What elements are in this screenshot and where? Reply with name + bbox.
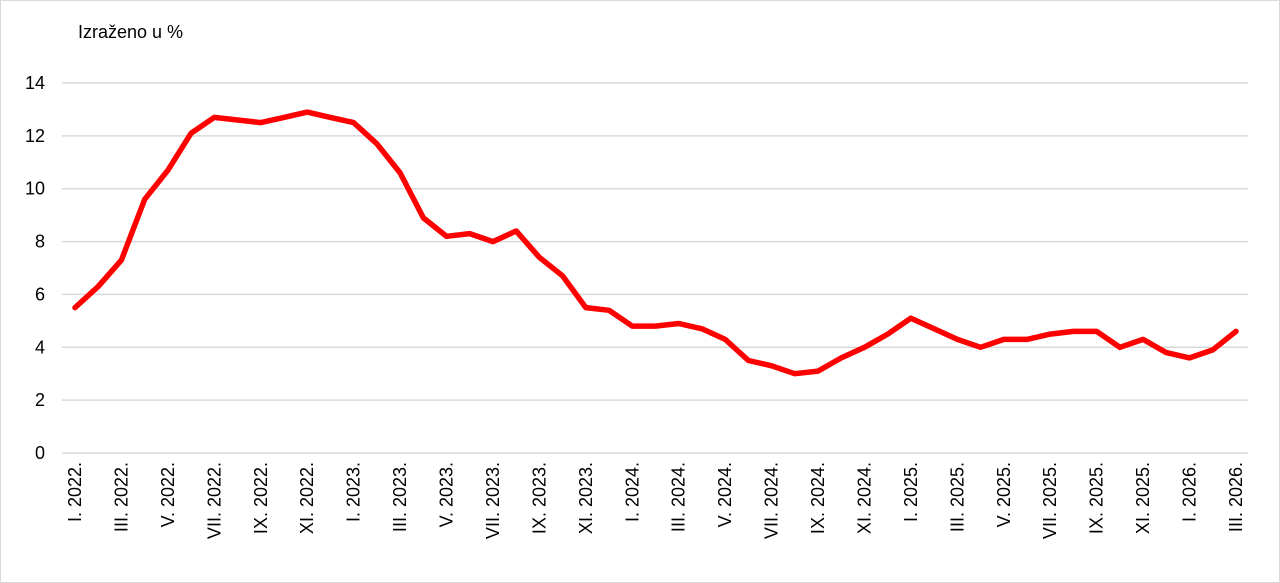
y-tick-label: 10 [25,179,45,199]
x-tick-label: V. 2023. [437,462,457,527]
x-tick-label: XI. 2022. [297,462,317,534]
x-tick-label: III. 2024. [669,462,689,532]
x-tick-label: V. 2025. [994,462,1014,527]
x-tick-label: I. 2022. [65,462,85,522]
x-tick-label: III. 2026. [1226,462,1246,532]
x-tick-label: I. 2025. [901,462,921,522]
x-tick-label: V. 2022. [158,462,178,527]
x-tick-label: XI. 2025. [1133,462,1153,534]
x-tick-label: VII. 2025. [1040,462,1060,539]
x-tick-label: VII. 2023. [483,462,503,539]
x-tick-label: VII. 2024. [762,462,782,539]
x-tick-label: V. 2024. [715,462,735,527]
x-tick-label: XI. 2024. [854,462,874,534]
y-tick-label: 4 [35,337,45,357]
x-tick-label: III. 2025. [947,462,967,532]
x-tick-label: IX. 2023. [529,462,549,534]
x-tick-label: IX. 2024. [808,462,828,534]
series-line [72,109,1239,377]
x-tick-label: I. 2023. [344,462,364,522]
gridlines [62,82,1248,454]
x-tick-label: IX. 2022. [251,462,271,534]
y-tick-label: 8 [35,232,45,252]
y-axis-ticks: 0 2 4 6 8 10 12 14 [25,73,45,463]
x-tick-label: III. 2023. [390,462,410,532]
y-tick-label: 2 [35,390,45,410]
x-tick-label: IX. 2025. [1087,462,1107,534]
x-tick-label: VII. 2022. [204,462,224,539]
y-tick-label: 6 [35,284,45,304]
x-axis-ticks: I. 2022. III. 2022. V. 2022. VII. 2022. IX. … [65,462,1246,539]
x-tick-label: III. 2022. [111,462,131,532]
y-tick-label: 14 [25,73,45,93]
y-axis-label: Izraženo u % [78,22,183,42]
x-tick-label: XI. 2023. [576,462,596,534]
x-tick-label: I. 2024. [622,462,642,522]
y-tick-label: 12 [25,126,45,146]
series [72,109,1239,377]
y-tick-label: 0 [35,443,45,463]
x-tick-label: I. 2026. [1180,462,1200,522]
